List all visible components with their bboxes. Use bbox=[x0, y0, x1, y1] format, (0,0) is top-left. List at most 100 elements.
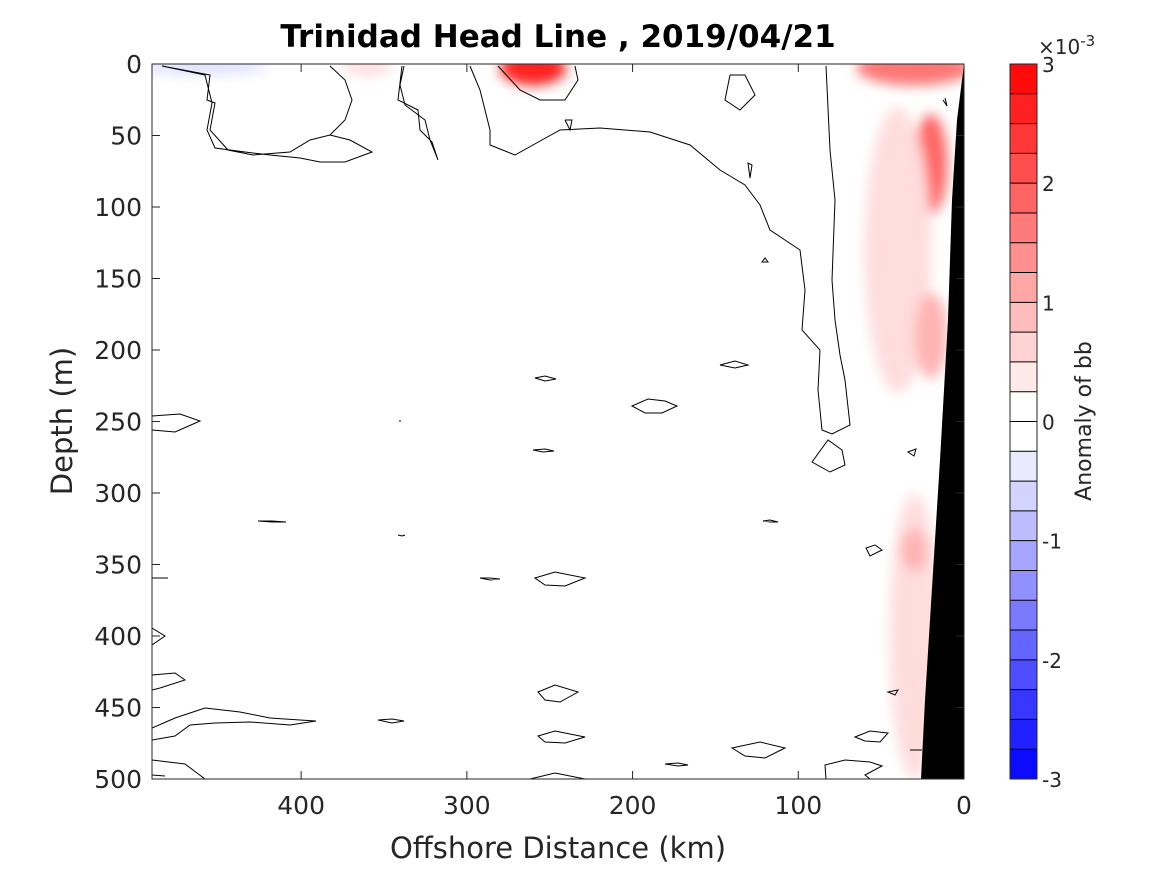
colorbar-multiplier: ×10-3 bbox=[1038, 32, 1095, 59]
contour-line bbox=[537, 684, 580, 703]
contour-line bbox=[534, 375, 557, 382]
colorbar-swatch bbox=[1010, 272, 1037, 303]
colorbar-swatch bbox=[1010, 659, 1037, 691]
colorbar-swatch bbox=[1010, 391, 1037, 422]
colorbar: 3 2 1 0 -1 -2 -3 bbox=[1009, 53, 1062, 792]
anomaly-patch bbox=[914, 292, 948, 379]
colorbar-swatch bbox=[1010, 570, 1037, 601]
colorbar-frame bbox=[1009, 63, 1038, 780]
y-tick-label: 350 bbox=[94, 551, 142, 580]
colorbar-tick-label: -3 bbox=[1042, 768, 1062, 792]
contour-line bbox=[329, 65, 353, 136]
colorbar-swatch bbox=[1010, 93, 1037, 125]
contour-line bbox=[824, 759, 884, 779]
contour-line bbox=[479, 577, 501, 581]
contour-line bbox=[906, 448, 917, 457]
contour-line bbox=[397, 65, 439, 161]
colorbar-swatch bbox=[1010, 361, 1037, 393]
x-tick-label: 0 bbox=[956, 791, 972, 820]
y-tick-label: 300 bbox=[94, 479, 142, 508]
contour-line bbox=[747, 162, 753, 179]
contour-line bbox=[152, 413, 202, 433]
contour-line bbox=[397, 534, 406, 537]
y-tick-label: 200 bbox=[94, 336, 142, 365]
colorbar-tick-label: -1 bbox=[1042, 530, 1062, 554]
zero-contours bbox=[152, 65, 948, 779]
colorbar-tick-label: 3 bbox=[1042, 53, 1055, 77]
contour-line bbox=[152, 627, 166, 646]
contour-line bbox=[942, 97, 948, 107]
colorbar-swatch bbox=[1010, 153, 1037, 184]
y-tick-label: 0 bbox=[126, 50, 142, 79]
x-tick-label: 100 bbox=[774, 791, 822, 820]
contour-line bbox=[664, 762, 689, 767]
colorbar-swatch bbox=[1010, 332, 1037, 363]
colorbar-swatch bbox=[1010, 749, 1037, 780]
colorbar-swatch bbox=[1010, 510, 1037, 542]
colorbar-swatch bbox=[1010, 302, 1037, 333]
anomaly-patches bbox=[152, 64, 964, 779]
anomaly-patch bbox=[856, 64, 964, 86]
colorbar-swatch bbox=[1010, 719, 1037, 750]
colorbar-swatch bbox=[1010, 630, 1037, 661]
y-axis-label: Depth (m) bbox=[45, 347, 79, 495]
x-tick-label: 200 bbox=[609, 791, 657, 820]
contour-line bbox=[161, 65, 374, 163]
contour-line bbox=[865, 544, 883, 557]
colorbar-swatch bbox=[1010, 212, 1037, 244]
contour-line bbox=[630, 398, 679, 414]
anomaly-patch bbox=[864, 106, 931, 393]
contour-line bbox=[497, 65, 579, 101]
contour-line bbox=[377, 718, 405, 724]
y-tick-label: 400 bbox=[94, 622, 142, 651]
colorbar-tick-label: -2 bbox=[1042, 649, 1062, 673]
colorbar-swatch bbox=[1010, 689, 1037, 720]
contour-line bbox=[536, 730, 586, 744]
contour-line bbox=[152, 759, 206, 779]
y-axis: 0 50 100 150 200 250 300 350 400 450 500 bbox=[94, 50, 964, 794]
plot-area bbox=[151, 63, 965, 780]
colorbar-swatch bbox=[1010, 242, 1037, 274]
y-tick-label: 500 bbox=[94, 765, 142, 794]
contour-line bbox=[152, 707, 317, 741]
contour-line bbox=[469, 65, 851, 435]
colorbar-swatch bbox=[1010, 64, 1037, 95]
contour-line bbox=[152, 774, 166, 777]
contour-line bbox=[719, 360, 750, 369]
colorbar-swatch bbox=[1010, 421, 1037, 452]
contour-line bbox=[853, 730, 890, 743]
y-tick-label: 50 bbox=[110, 122, 142, 151]
x-axis: 400 300 200 100 0 bbox=[277, 64, 972, 820]
y-tick-label: 450 bbox=[94, 694, 142, 723]
contour-line bbox=[762, 519, 779, 523]
contour-line bbox=[152, 672, 187, 691]
colorbar-swatch bbox=[1010, 451, 1037, 482]
colorbar-swatch bbox=[1010, 540, 1037, 571]
anomaly-patch bbox=[342, 64, 393, 76]
y-tick-label: 250 bbox=[94, 408, 142, 437]
colorbar-swatch bbox=[1010, 123, 1037, 154]
colorbar-swatch bbox=[1010, 481, 1037, 512]
bathymetry-mask bbox=[921, 64, 964, 779]
anomaly-patch bbox=[901, 528, 928, 572]
contour-line bbox=[724, 74, 756, 111]
contour-line bbox=[529, 772, 586, 779]
contour-line bbox=[532, 448, 555, 453]
anomaly-patch bbox=[500, 64, 567, 86]
x-tick-label: 300 bbox=[443, 791, 491, 820]
colorbar-swatch bbox=[1010, 600, 1037, 631]
colorbar-label: Anomaly of bb bbox=[1072, 341, 1097, 501]
y-tick-label: 150 bbox=[94, 265, 142, 294]
contour-line bbox=[811, 439, 846, 473]
x-tick-label: 400 bbox=[277, 791, 325, 820]
contour-line bbox=[533, 571, 587, 587]
contour-line bbox=[761, 257, 769, 263]
x-axis-label: Offshore Distance (km) bbox=[390, 831, 726, 865]
chart-title: Trinidad Head Line , 2019/04/21 bbox=[280, 19, 835, 55]
colorbar-tick-label: 2 bbox=[1042, 172, 1055, 196]
contour-line bbox=[886, 689, 900, 696]
y-tick-label: 100 bbox=[94, 193, 142, 222]
contour-line bbox=[257, 520, 287, 523]
colorbar-tick-label: 1 bbox=[1042, 291, 1055, 315]
